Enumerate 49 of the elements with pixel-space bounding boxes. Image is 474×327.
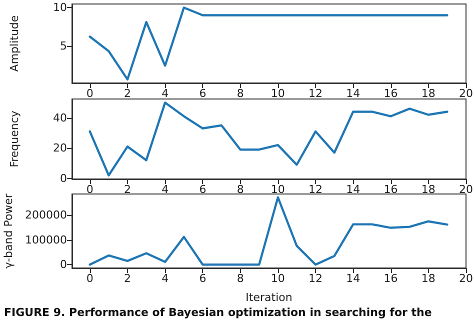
x-tick-label: 8 <box>236 183 244 196</box>
x-tick-label: 14 <box>346 87 360 100</box>
x-tick-label: 16 <box>384 87 398 100</box>
y-tick-label: 200000 <box>25 208 67 222</box>
x-tick-label: 4 <box>162 87 169 100</box>
x-tick-label: 12 <box>308 87 323 100</box>
x-tick-label: 20 <box>459 272 473 285</box>
x-tick-label: 0 <box>86 272 94 285</box>
x-tick-label: 14 <box>346 183 360 196</box>
x-tick-label: 8 <box>236 272 244 285</box>
x-tick-label: 2 <box>124 183 131 196</box>
y-axis-title: γ-band Power <box>2 193 16 268</box>
line-series <box>88 6 448 81</box>
x-tick-label: 2 <box>124 272 131 285</box>
x-tick-label: 6 <box>199 87 206 100</box>
y-tick-label: 20 <box>53 142 67 155</box>
y-tick-label: 40 <box>53 111 67 124</box>
y-tick-label: 0 <box>60 172 67 185</box>
x-tick-label: 6 <box>199 272 206 285</box>
x-tick-label: 10 <box>270 183 285 196</box>
x-tick-label: 16 <box>384 272 398 285</box>
line-series <box>88 102 448 176</box>
x-tick-label: 18 <box>421 87 436 100</box>
x-tick-label: 6 <box>199 183 206 196</box>
y-tick-label: 0 <box>60 258 67 272</box>
x-tick-label: 10 <box>270 87 285 100</box>
y-tick-label: 10 <box>53 1 67 14</box>
x-tick-label: 16 <box>384 183 398 196</box>
x-tick-label: 14 <box>346 272 360 285</box>
y-tick-label: 5 <box>60 39 67 52</box>
x-tick-label: 0 <box>86 87 94 100</box>
x-tick-label: 8 <box>236 87 244 100</box>
x-tick-label: 18 <box>421 183 436 196</box>
x-tick-label: 12 <box>308 272 323 285</box>
x-tick-label: 2 <box>124 87 131 100</box>
x-tick-label: 4 <box>162 183 169 196</box>
x-tick-label: 4 <box>162 272 169 285</box>
y-axis-title: Amplitude <box>8 15 21 72</box>
x-axis-title: Iteration <box>246 291 292 304</box>
x-tick-label: 0 <box>86 183 94 196</box>
x-tick-label: 12 <box>308 183 323 196</box>
y-axis-title: Frequency <box>8 110 21 168</box>
caption: FIGURE 9. Performance of Bayesian optimization in searching for the <box>4 306 432 319</box>
line-series <box>88 196 448 266</box>
x-tick-label: 20 <box>459 183 473 196</box>
x-tick-label: 20 <box>459 87 473 100</box>
x-tick-label: 10 <box>270 272 285 285</box>
x-tick-label: 18 <box>421 272 436 285</box>
y-tick-label: 100000 <box>25 233 67 246</box>
